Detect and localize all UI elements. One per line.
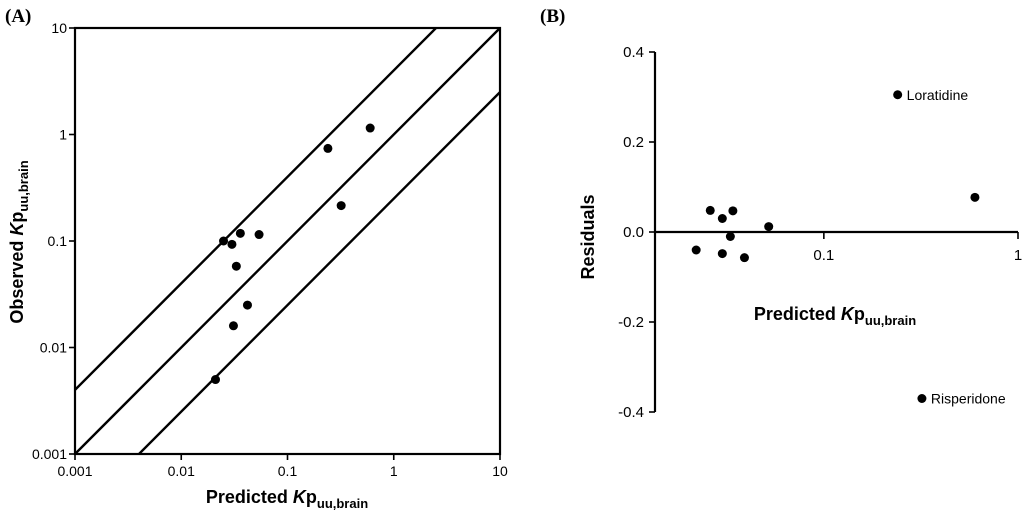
panel-b-ticks: 0.4 0.2 0.0 -0.2 -0.4 0.1 1 [618, 44, 1022, 421]
panel-a-x-axis-title: Predicted Kpuu,brain [206, 487, 368, 511]
data-point [231, 261, 241, 271]
data-point [717, 214, 727, 223]
data-point [210, 375, 220, 385]
data-point [764, 222, 774, 232]
x-tick-label: 1 [1014, 247, 1022, 264]
data-point [705, 205, 715, 215]
y-tick-label: 1 [59, 127, 67, 143]
data-point [893, 90, 903, 100]
point-annotation: Risperidone [931, 391, 1006, 407]
data-point [242, 300, 252, 310]
x-tick-label: 0.1 [278, 463, 298, 479]
panel-a-y-axis-title: Observed Kpuu,brain [7, 160, 31, 323]
data-point [691, 245, 701, 255]
panel-a-reference-lines [75, 28, 500, 454]
panel-b-points: Loratidine Risperidone [691, 87, 1006, 407]
y-tick-label: -0.4 [618, 404, 644, 421]
data-point [219, 236, 229, 246]
reference-line-1 [137, 91, 500, 454]
data-point [717, 249, 727, 259]
panel-a-points [210, 123, 375, 385]
x-tick-label: 1 [390, 463, 398, 479]
data-point [739, 253, 749, 263]
panel-a-label: (A) [5, 6, 31, 27]
panel-a: (A) 0.001 0.01 0.1 1 10 0.001 0.01 0.1 1 10 Predi… [5, 6, 508, 511]
panel-a-ticks: 0.001 0.01 0.1 1 10 0.001 0.01 0.1 1 10 [32, 20, 508, 479]
data-point [970, 192, 980, 202]
y-tick-label: 0.01 [40, 340, 67, 356]
data-point [323, 143, 333, 153]
reference-line-3 [75, 28, 438, 391]
data-point [235, 228, 245, 238]
data-point [254, 230, 264, 240]
data-point [336, 201, 346, 211]
y-tick-label: 10 [51, 20, 67, 36]
x-tick-label: 0.1 [813, 247, 834, 264]
y-tick-label: 0.4 [623, 44, 644, 61]
point-annotation: Loratidine [907, 87, 969, 103]
data-point [917, 394, 927, 403]
y-tick-label: 0.0 [623, 224, 644, 241]
data-point [228, 321, 238, 331]
panel-b-y-axis-title: Residuals [578, 194, 598, 279]
panel-b-label: (B) [540, 6, 565, 27]
x-tick-label: 0.01 [168, 463, 195, 479]
data-point [725, 232, 735, 241]
x-tick-label: 10 [492, 463, 508, 479]
data-point [227, 239, 237, 249]
y-tick-label: 0.1 [48, 233, 68, 249]
data-point [365, 123, 375, 133]
data-point [728, 206, 738, 216]
reference-line-2 [75, 28, 500, 454]
y-tick-label: -0.2 [618, 314, 644, 331]
panel-b: (B) 0.4 0.2 0.0 -0.2 -0.4 0.1 1 Loratidine Risp… [540, 6, 1022, 421]
y-tick-label: 0.001 [32, 446, 67, 462]
panel-b-x-axis-title: Predicted Kpuu,brain [754, 304, 916, 328]
x-tick-label: 0.001 [57, 463, 92, 479]
y-tick-label: 0.2 [623, 134, 644, 151]
